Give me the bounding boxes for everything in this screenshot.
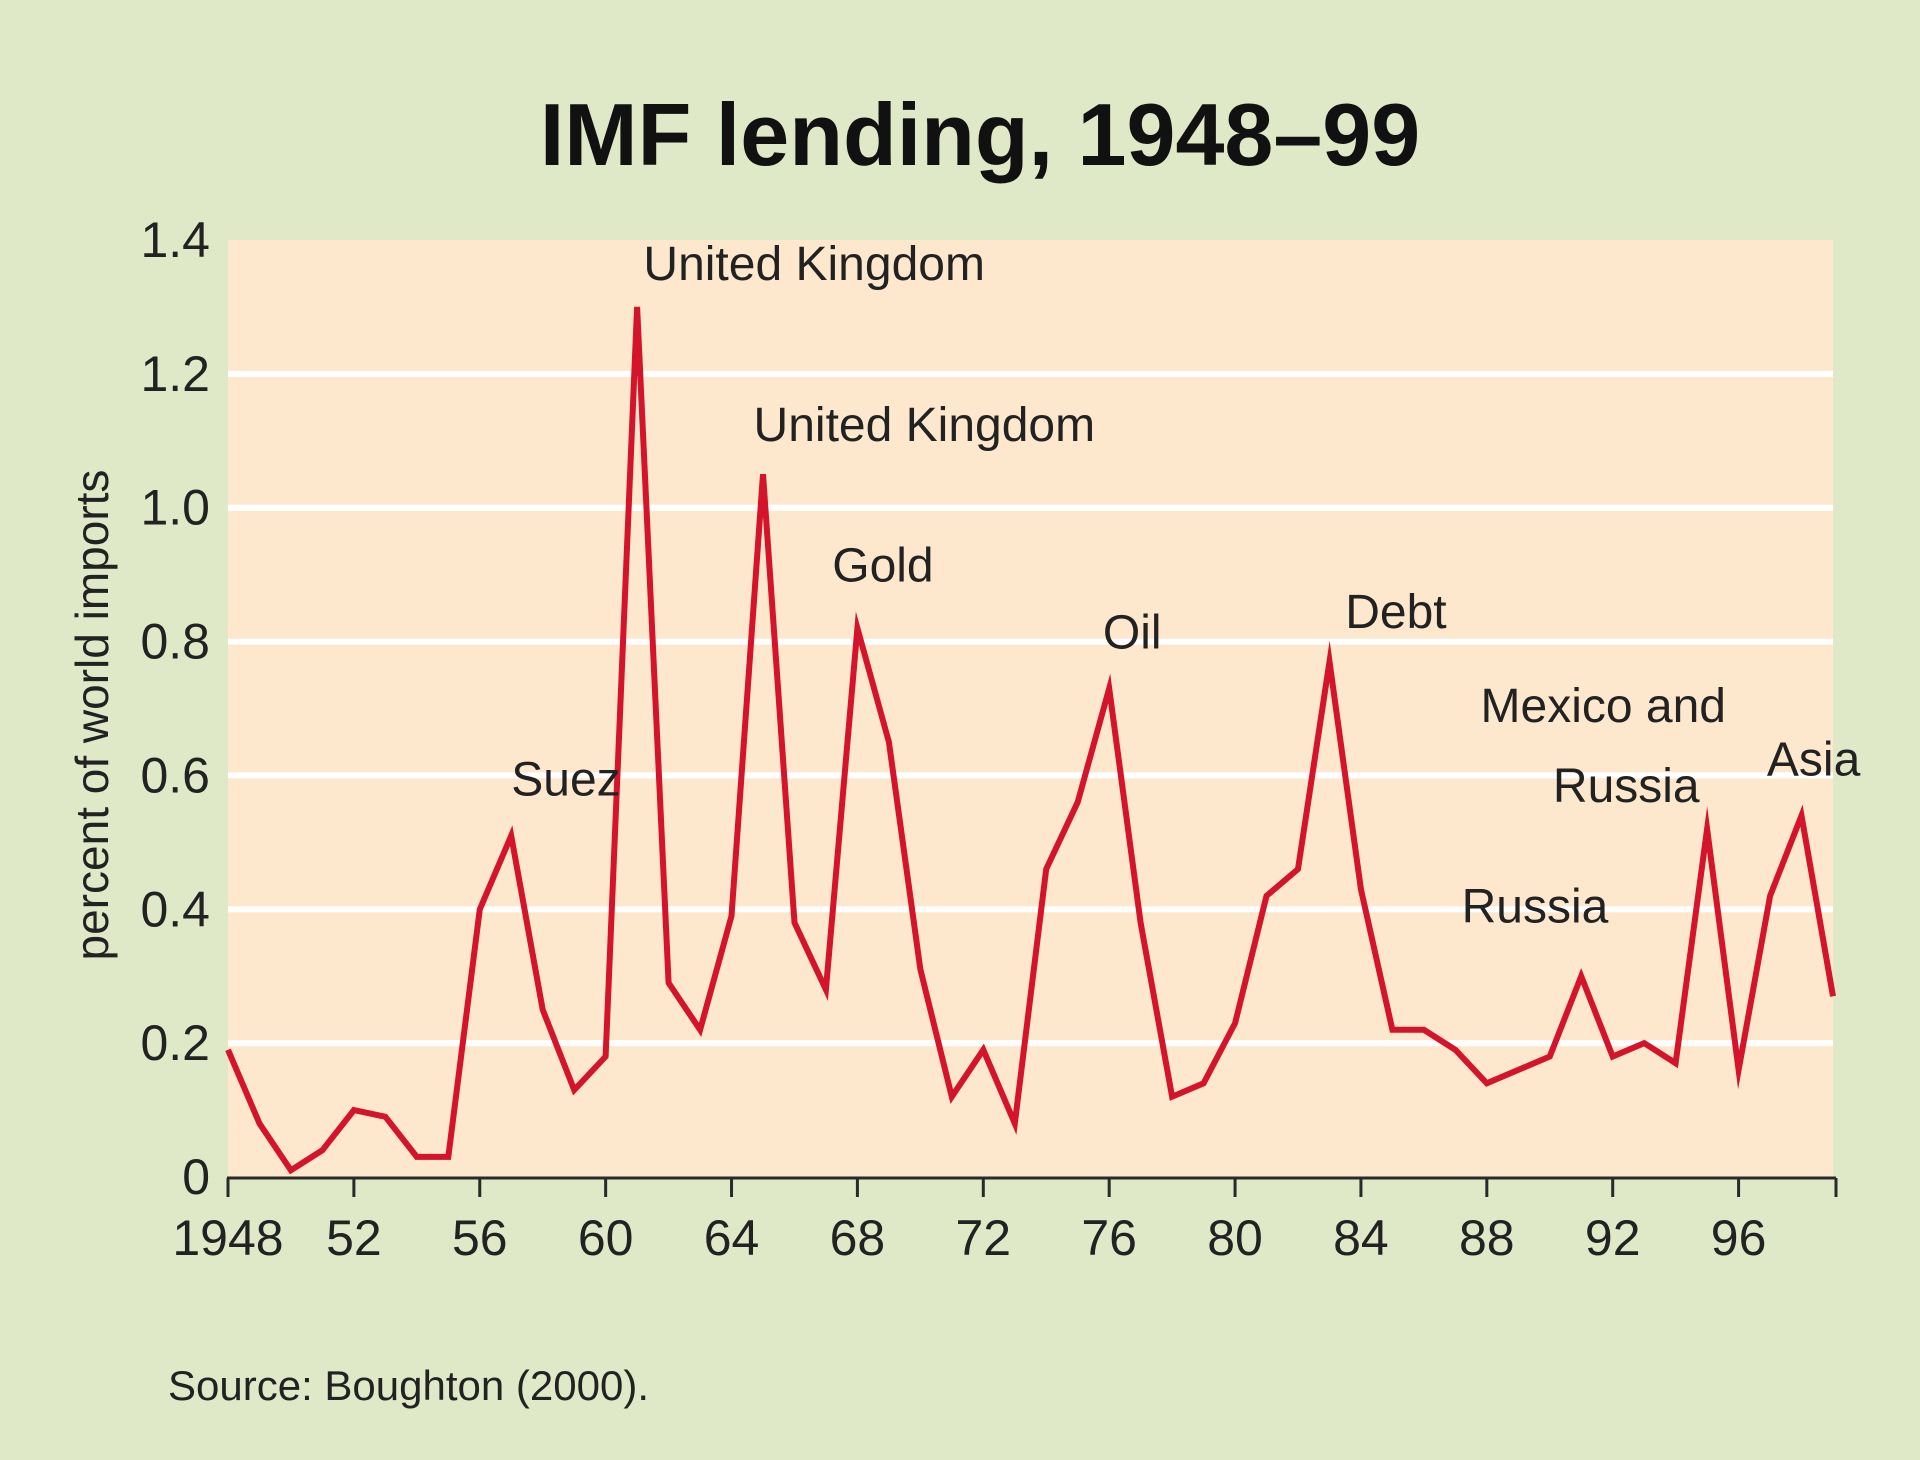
annotation-label: United Kingdom [754, 399, 1096, 452]
x-tick-label: 92 [1585, 1210, 1641, 1266]
x-tick-label: 56 [452, 1210, 508, 1266]
x-tick-label: 52 [326, 1210, 382, 1266]
source-note: Source: Boughton (2000). [168, 1362, 649, 1409]
y-axis-label: percent of world imports [66, 470, 118, 961]
y-tick-label: 0.8 [140, 614, 210, 670]
y-tick-label: 1.0 [140, 480, 210, 536]
annotation-label: Suez [511, 754, 620, 807]
y-tick-label: 1.2 [140, 346, 210, 402]
annotation-label: Russia [1462, 881, 1609, 934]
annotations: Suez United Kingdom United Kingdom Gold Oil D… [511, 238, 1860, 934]
y-tick-label: 0.2 [140, 1015, 210, 1071]
x-tick-label: 84 [1333, 1210, 1389, 1266]
x-tick-label: 80 [1207, 1210, 1263, 1266]
annotation-label: Debt [1345, 586, 1446, 639]
axes: 0 0.2 0.4 0.6 0.8 1.0 1.2 1.4 1948 52 56 60 64 68 72 76… [140, 212, 1838, 1266]
y-tick-label: 1.4 [140, 212, 210, 268]
gridlines [228, 370, 1833, 1047]
y-tick-label: 0 [182, 1149, 210, 1205]
x-tick-label: 88 [1459, 1210, 1515, 1266]
annotation-label: Russia [1553, 760, 1700, 813]
x-tick-label: 1948 [172, 1210, 283, 1266]
annotation-label: Asia [1767, 733, 1861, 786]
annotation-label: United Kingdom [643, 238, 985, 291]
chart-title: IMF lending, 1948–99 [540, 85, 1420, 184]
x-tick-label: 68 [830, 1210, 886, 1266]
y-tick-label: 0.4 [140, 881, 210, 937]
x-tick-label: 64 [704, 1210, 760, 1266]
x-tick-label: 72 [955, 1210, 1011, 1266]
series-line [225, 306, 1836, 1175]
annotation-label: Mexico and [1481, 680, 1726, 733]
x-tick-label: 76 [1081, 1210, 1137, 1266]
y-tick-label: 0.6 [140, 747, 210, 803]
x-tick-label: 96 [1711, 1210, 1767, 1266]
annotation-label: Gold [832, 539, 933, 592]
series-layer [225, 306, 1836, 1175]
annotation-label: Oil [1103, 606, 1162, 659]
x-tick-label: 60 [578, 1210, 634, 1266]
